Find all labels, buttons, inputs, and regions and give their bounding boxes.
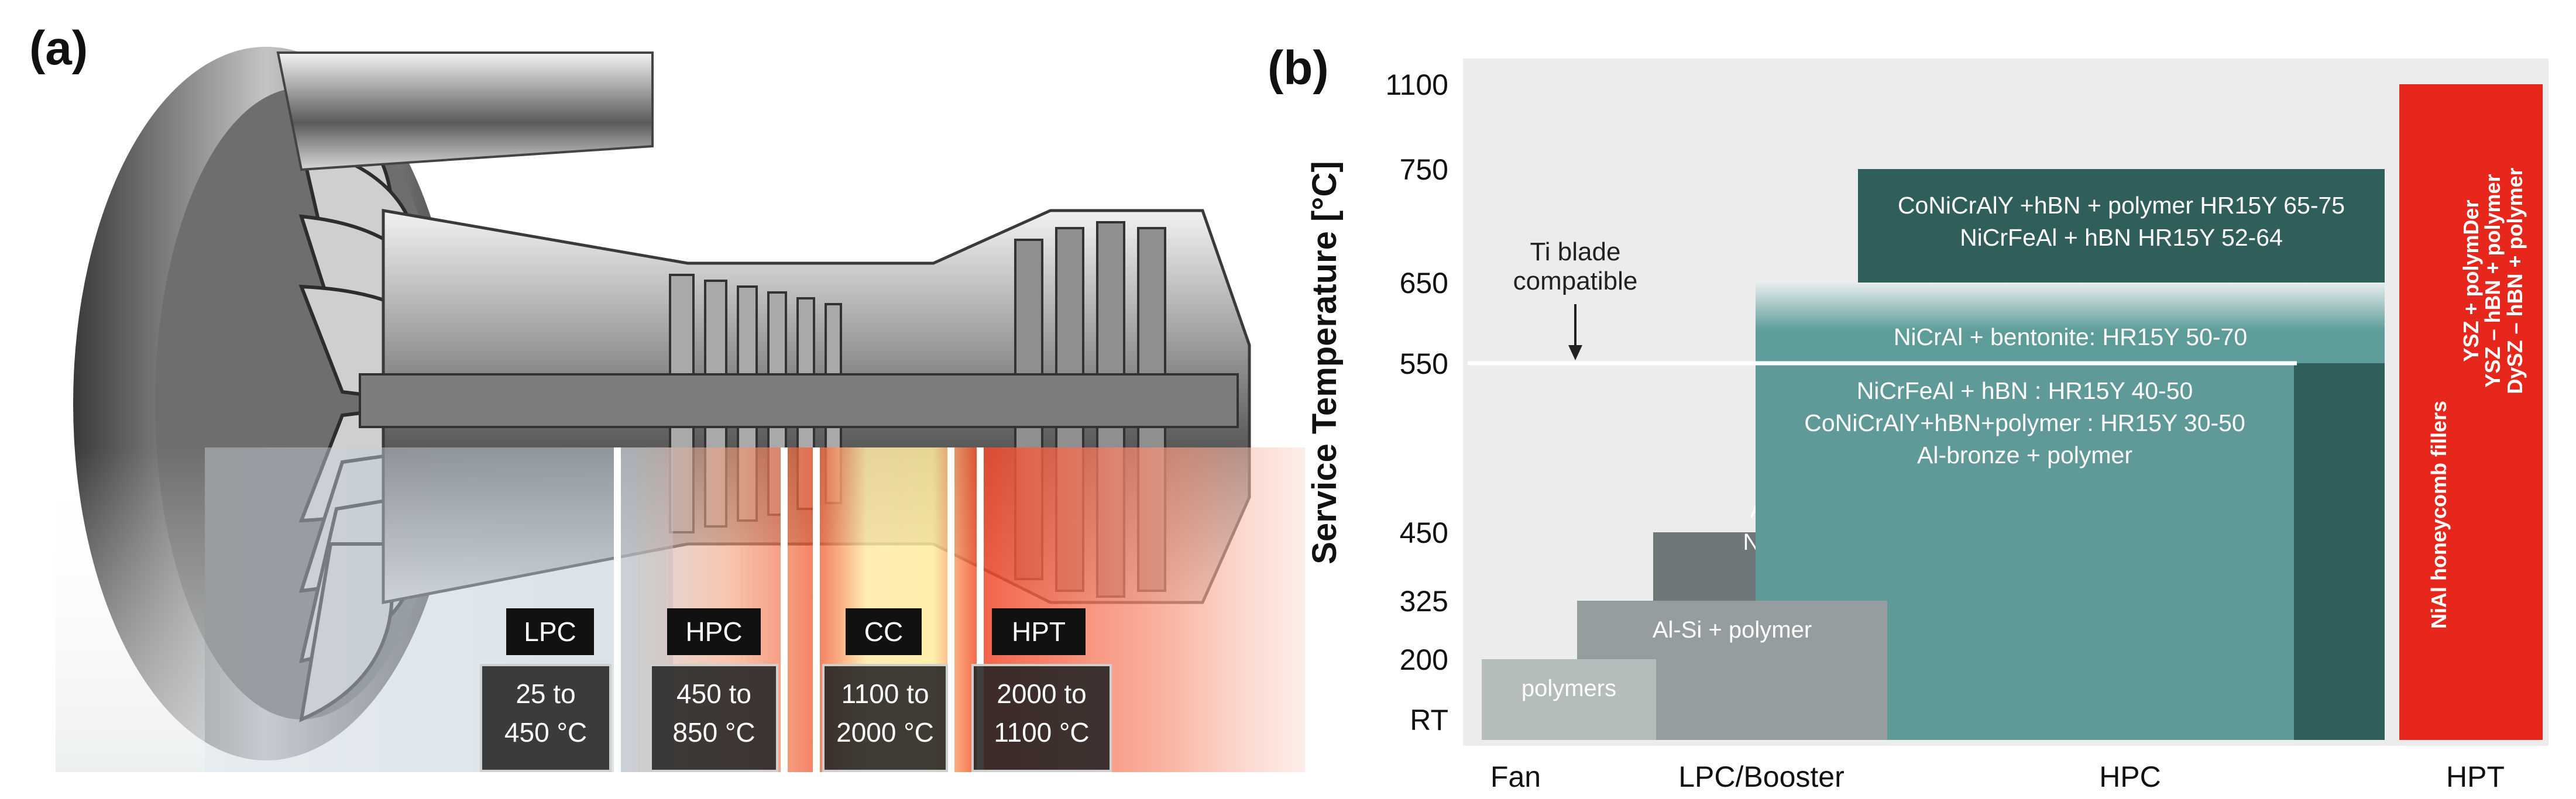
stage-tag-hpt: HPT [992, 608, 1086, 655]
fan-casing [276, 51, 654, 171]
bar-polymers [1482, 659, 1656, 740]
y-tick-label: 200 [1400, 643, 1448, 676]
stage-tag-cc: CC [846, 608, 922, 655]
threshold-label: compatible [1513, 267, 1638, 295]
y-tick-label: 650 [1400, 267, 1448, 299]
engine-cutaway-panel: LPC 25 to 450 °C HPC 450 to 850 °C CC 1100… [56, 18, 1305, 772]
stage-temp-cc: 1100 to 2000 °C [822, 664, 948, 772]
service-temperature-chart: Service Temperature [°C] RT 200 325 450 550 6… [1306, 35, 2576, 799]
panel-b-label: (b) [1268, 42, 1329, 95]
threshold-arrowhead [1568, 345, 1582, 360]
x-category-label: LPC/Booster [1678, 760, 1844, 793]
engine-illustration [56, 47, 1305, 772]
bar-label: CoNiCrAlY+hBN+polymer : HR15Y 30-50 [1804, 409, 2245, 436]
panel-a-label: (a) [29, 22, 88, 75]
bar-label: Al-bronze + polymer [1917, 442, 2132, 469]
y-tick-label: RT [1410, 704, 1448, 736]
bar-label: CoNiCrAlY +hBN + polymer HR15Y 65-75 [1898, 192, 2345, 219]
y-tick-label: 325 [1400, 585, 1448, 618]
stage-tag-lpc: LPC [506, 608, 594, 655]
stage-tag-hpc: HPC [667, 608, 761, 655]
y-tick-label: 450 [1400, 516, 1448, 549]
bar-label: NiCrAl + bentonite: HR15Y 50-70 [1894, 323, 2247, 350]
bar-label: polymers [1521, 676, 1616, 701]
bar-label: Al-Si + polymer [1653, 617, 1812, 643]
y-tick-label: 1100 [1385, 68, 1448, 101]
threshold-label: Ti blade [1530, 237, 1621, 266]
y-tick-label: 550 [1400, 347, 1448, 380]
stage-temp-hpc: 450 to 850 °C [650, 664, 778, 772]
bar-nicral-bentonite [1756, 283, 2385, 363]
zone-fan [56, 447, 205, 772]
zone-dividers [614, 447, 984, 772]
x-category-label: HPT [2446, 760, 2505, 793]
hpt-vertical-label: DySZ – hBN + polymer [2503, 167, 2527, 394]
hpt-vertical-label: YSZ + polymDer [2459, 199, 2483, 361]
hpt-vertical-label: YSZ – hBN + polymer [2481, 174, 2505, 387]
bar-hpt-fillers [2399, 84, 2543, 740]
bar-label: NiCrFeAl + hBN : HR15Y 40-50 [1857, 377, 2193, 404]
x-category-label: HPC [2099, 760, 2161, 793]
chart-canvas: RT 200 325 450 550 650 750 1100 Fan LPC/Booster HP… [1385, 58, 2548, 793]
y-tick-label: 750 [1400, 153, 1448, 186]
hpt-vertical-label: NiAl honeycomb fillers [2427, 401, 2451, 629]
stage-temp-hpt: 2000 to 1100 °C [971, 664, 1112, 772]
engine-shaft [359, 373, 1239, 428]
bar-label: NiCrFeAl + hBN HR15Y 52-64 [1960, 224, 2283, 251]
x-category-label: Fan [1490, 760, 1541, 793]
stage-temp-lpc: 25 to 450 °C [480, 664, 612, 772]
